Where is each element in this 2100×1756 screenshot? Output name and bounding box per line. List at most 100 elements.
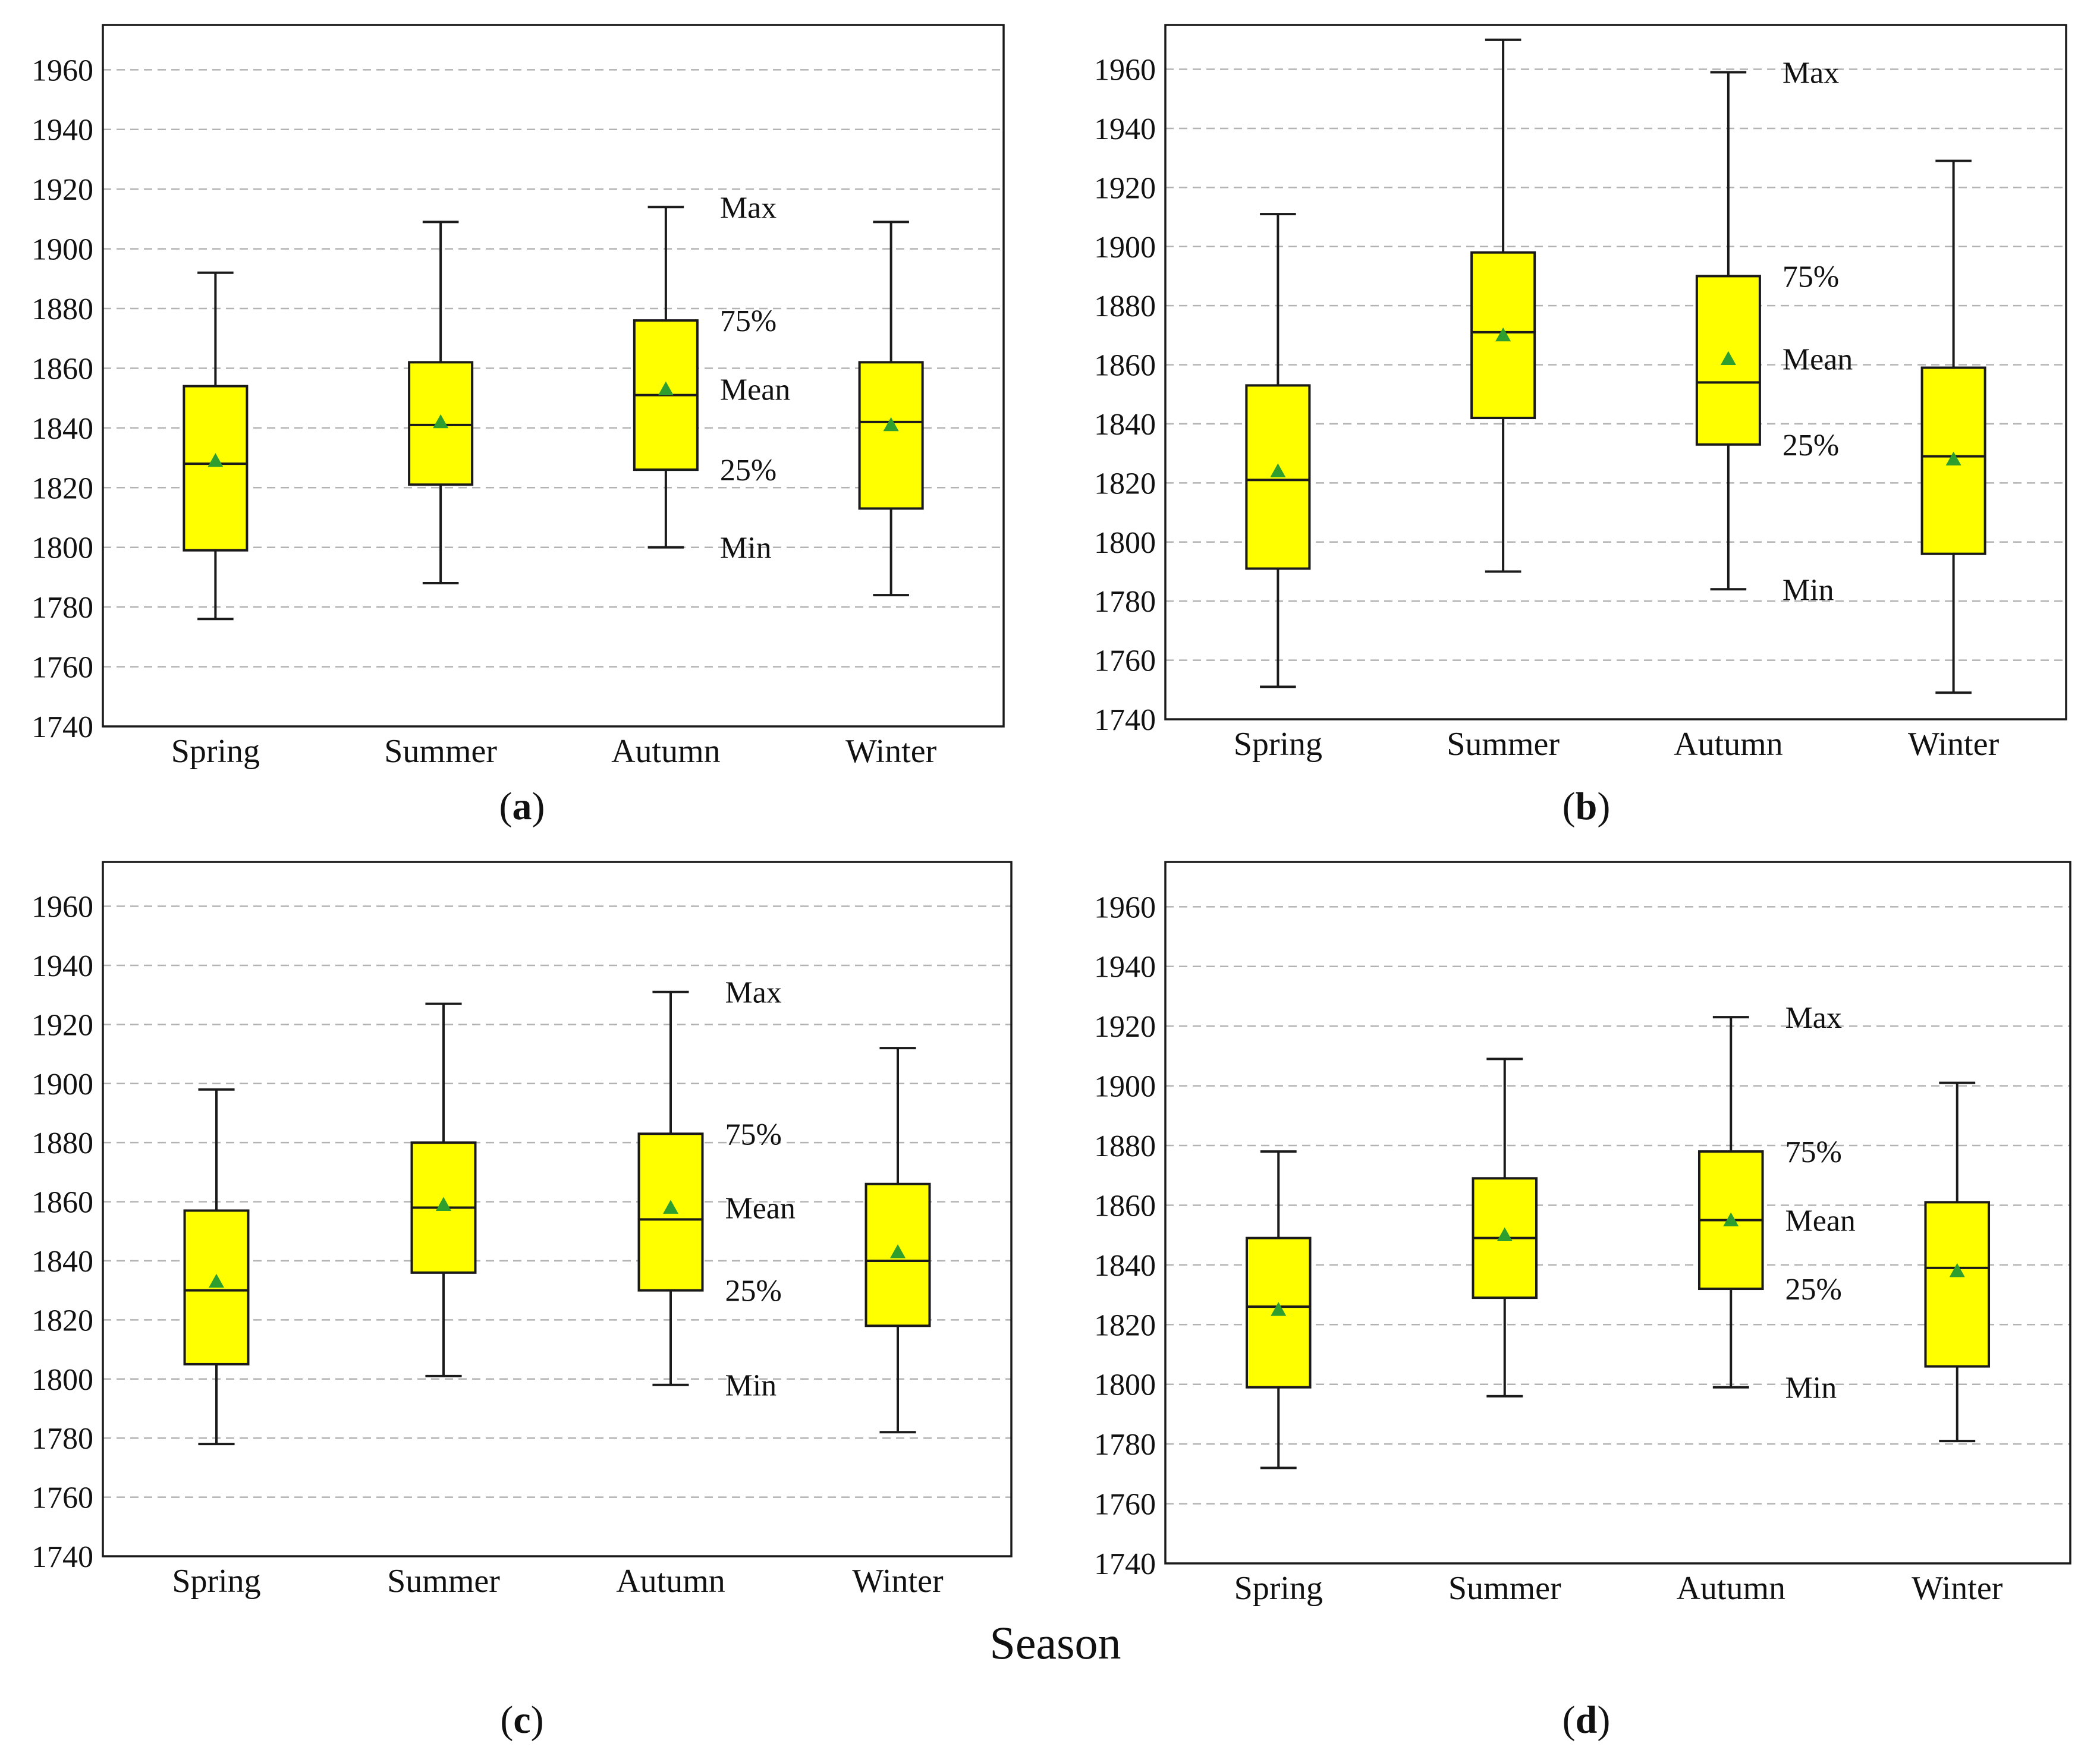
box-summer [1470, 38, 1536, 573]
y-tick-label: 1820 [1094, 467, 1156, 501]
x-category-label: Winter [1912, 1570, 2003, 1607]
y-tick-label: 1880 [1094, 289, 1156, 323]
y-tick-label: 1800 [32, 531, 93, 565]
iqr-box [183, 385, 249, 552]
panel-label-letter: a [513, 785, 532, 828]
box-autumn [1695, 71, 1761, 591]
annotation-max: Max [1785, 1001, 1842, 1035]
x-category-label: Summer [384, 733, 497, 770]
y-tick-label: 1860 [32, 352, 93, 386]
annotation-mean: Mean [1783, 343, 1853, 377]
y-tick-label: 1840 [32, 1245, 93, 1279]
panels: 1740 1760 1780 1800 1820 1840 1860 1880 1900 1920… [32, 24, 2071, 1742]
box-summer [408, 221, 474, 584]
y-tick-label: 1900 [1094, 1070, 1156, 1104]
panel-label-open: ( [500, 1698, 513, 1742]
y-tick-label: 1820 [32, 1304, 93, 1338]
annotation-mean: Mean [720, 373, 790, 407]
panel-label-close: ) [532, 785, 545, 828]
y-tick-label: 1880 [32, 1126, 93, 1160]
annotation-q1: 25% [1783, 429, 1839, 462]
box-winter [864, 1047, 931, 1434]
annotation-q1: 25% [1785, 1273, 1842, 1307]
box-autumn [633, 206, 699, 549]
annotation-q1: 25% [725, 1274, 781, 1308]
box-winter [1920, 159, 1986, 694]
y-tick-label: 1760 [1094, 1488, 1156, 1522]
x-category-label: Autumn [1674, 726, 1783, 763]
annotation-max: Max [1783, 56, 1839, 90]
mean-marker [1945, 451, 1961, 466]
mean-marker [883, 417, 899, 432]
y-tick-label: 1940 [32, 114, 93, 147]
mean-marker [1723, 1212, 1739, 1226]
mean-marker [1270, 463, 1286, 477]
box-winter [858, 221, 924, 597]
y-tick-label: 1940 [1094, 112, 1156, 146]
y-tick-label: 1760 [32, 1481, 93, 1515]
mean-marker [436, 1197, 451, 1211]
y-tick-label: 1840 [1094, 1249, 1156, 1283]
y-tick-label: 1740 [32, 1540, 93, 1574]
annotation-min: Min [720, 531, 772, 565]
chart-panel-d: 1740 1760 1780 1800 1820 1840 1860 1880 1900 1920… [1094, 861, 2071, 1742]
x-axis-title: Season [990, 1617, 1121, 1669]
y-tick-label: 1780 [32, 591, 93, 625]
panel-label-open: ( [499, 785, 513, 828]
y-tick-label: 1740 [32, 710, 93, 744]
y-tick-label: 1760 [32, 651, 93, 685]
annotation-min: Min [1785, 1371, 1837, 1405]
x-category-label: Autumn [616, 1563, 725, 1600]
annotation-q3: 75% [725, 1118, 781, 1151]
y-tick-label: 1820 [32, 471, 93, 505]
y-tick-label: 1800 [1094, 1368, 1156, 1402]
mean-marker [1949, 1263, 1965, 1277]
annotation-q1: 25% [720, 454, 777, 487]
y-tick-label: 1820 [1094, 1308, 1156, 1342]
panel-label-letter: d [1576, 1698, 1598, 1742]
y-tick-label: 1960 [1094, 890, 1156, 924]
panel-label: (b) [1563, 785, 1611, 828]
box-winter [1924, 1081, 1991, 1443]
box-spring [1245, 1150, 1312, 1469]
panel-label-close: ) [1597, 1698, 1610, 1742]
y-tick-label: 1880 [32, 292, 93, 326]
mean-marker [433, 414, 449, 429]
x-category-label: Spring [171, 733, 260, 770]
annotation-q3: 75% [1783, 260, 1839, 294]
annotation-q3: 75% [720, 304, 777, 338]
plot-frame [1164, 861, 2071, 1565]
y-tick-label: 1940 [1094, 951, 1156, 984]
y-tick-label: 1860 [32, 1186, 93, 1220]
y-tick-label: 1920 [32, 1008, 93, 1042]
x-category-label: Winter [852, 1563, 944, 1600]
x-category-label: Spring [1234, 726, 1322, 763]
y-tick-label: 1800 [1094, 526, 1156, 560]
y-tick-label: 1960 [32, 54, 93, 87]
iqr-box [1924, 1201, 1991, 1368]
y-tick-label: 1780 [32, 1422, 93, 1456]
panel-label: (a) [499, 785, 545, 828]
y-tick-label: 1840 [1094, 408, 1156, 442]
box-spring [183, 271, 249, 621]
panel-label: (c) [500, 1698, 543, 1742]
mean-marker [1497, 1227, 1513, 1242]
y-tick-label: 1920 [1094, 171, 1156, 205]
iqr-box [858, 361, 924, 510]
mean-marker [658, 381, 674, 395]
x-category-label: Winter [1908, 726, 2000, 763]
mean-marker [1720, 351, 1736, 366]
box-summer [410, 1002, 477, 1377]
y-tick-label: 1760 [1094, 644, 1156, 678]
mean-marker [890, 1244, 906, 1258]
box-autumn [1697, 1016, 1764, 1389]
plot-frame [1164, 24, 2067, 720]
x-category-label: Spring [1234, 1570, 1323, 1607]
annotation-max: Max [725, 976, 781, 1010]
plot-frame [102, 24, 1005, 728]
x-category-label: Summer [1448, 1570, 1561, 1607]
box-summer [1472, 1058, 1538, 1398]
annotation-q3: 75% [1785, 1135, 1842, 1169]
box-spring [183, 1088, 250, 1446]
